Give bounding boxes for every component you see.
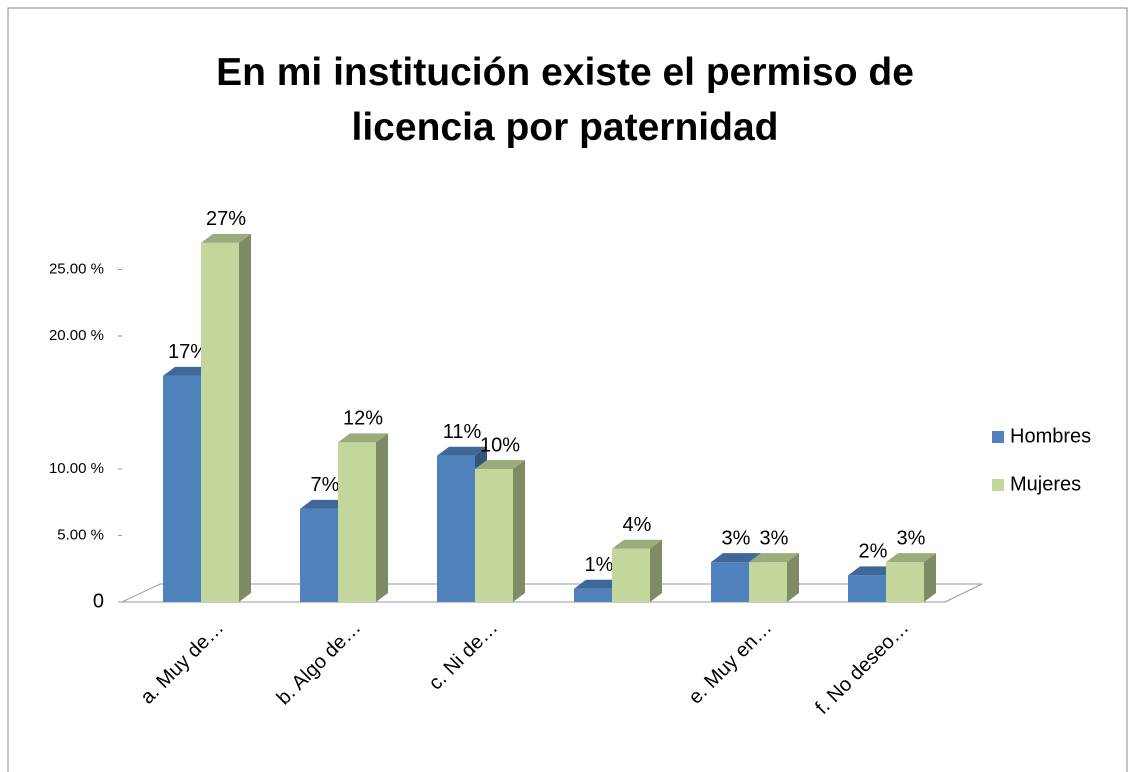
bar-side	[787, 553, 799, 602]
bar-top	[574, 579, 624, 589]
value-label: 3%	[760, 527, 789, 549]
bar-front	[475, 469, 513, 602]
legend-label: Mujeres	[1010, 473, 1081, 495]
bar-top	[612, 539, 662, 549]
bar-top	[886, 553, 936, 563]
bar-front	[848, 575, 886, 602]
bar	[338, 433, 388, 602]
chart-title: En mi institución existe el permiso de li…	[216, 51, 914, 149]
bar-side	[924, 553, 936, 602]
bar	[749, 553, 799, 602]
y-tick-label: 0	[93, 590, 104, 612]
legend-label: Hombres	[1010, 425, 1091, 447]
y-tick-label: 10.00 %	[49, 460, 104, 477]
bar-top	[300, 499, 350, 509]
bar-top	[437, 446, 487, 456]
bar-front	[201, 242, 239, 602]
y-tick-label: 20.00 %	[49, 327, 104, 344]
value-label: 3%	[722, 527, 751, 549]
bar-side	[239, 233, 251, 602]
value-label: 2%	[859, 541, 888, 563]
bar-top	[338, 433, 388, 443]
bar-top	[475, 460, 525, 469]
bar-front	[574, 588, 612, 602]
value-label: 10%	[480, 434, 520, 456]
bar-front	[437, 455, 475, 602]
bar-top	[749, 553, 799, 563]
legend-swatch	[992, 431, 1004, 443]
y-tick-label: 5.00 %	[57, 526, 104, 543]
value-label: 11%	[443, 421, 482, 443]
bar-side	[650, 539, 662, 602]
bar-front	[886, 562, 924, 602]
bar-top	[201, 233, 251, 243]
y-tick-label: 25.00 %	[49, 260, 104, 277]
value-label: 27%	[206, 208, 246, 230]
bar-front	[338, 442, 376, 602]
bar-top	[848, 566, 898, 576]
floor	[121, 583, 983, 603]
bar	[612, 539, 662, 602]
bar-front	[749, 562, 787, 602]
bar	[475, 460, 525, 602]
bar-front	[300, 508, 338, 602]
bar-front	[711, 562, 749, 602]
bar	[886, 553, 936, 602]
value-label: 4%	[623, 514, 652, 536]
bar-side	[513, 460, 525, 602]
value-label: 7%	[311, 474, 340, 496]
value-label: 3%	[897, 527, 926, 549]
bar-side	[376, 433, 388, 602]
value-label: 1%	[585, 554, 614, 576]
value-label: 12%	[343, 408, 383, 430]
value-label: 17%	[168, 341, 208, 363]
bar-top	[163, 366, 213, 376]
bar	[201, 233, 251, 602]
bar	[574, 579, 624, 602]
legend-swatch	[992, 479, 1004, 491]
bar-front	[612, 548, 650, 602]
bar-top	[711, 553, 761, 563]
bar-front	[163, 375, 201, 602]
